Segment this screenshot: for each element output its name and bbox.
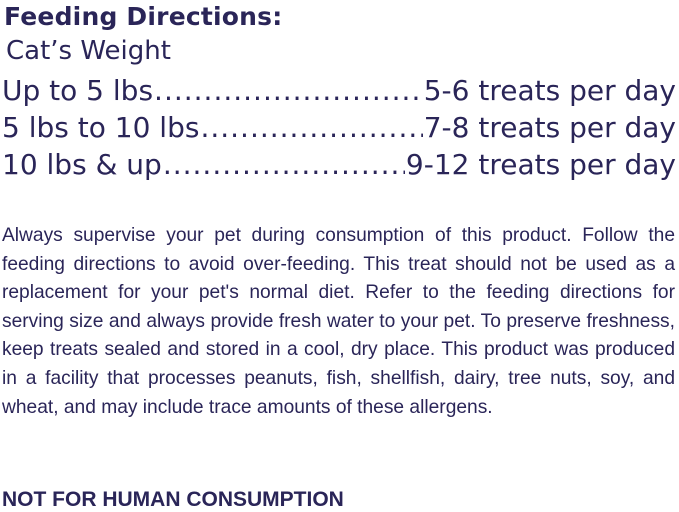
dot-leader — [200, 111, 422, 144]
feeding-table: Up to 5 lbs 5-6 treats per day 5 lbs to … — [2, 74, 676, 185]
weight-range: 10 lbs & up — [2, 148, 162, 181]
treat-amount: 7-8 treats per day — [423, 111, 676, 144]
safety-paragraph: Always supervise your pet during consump… — [2, 225, 675, 418]
weight-range: 5 lbs to 10 lbs — [2, 111, 200, 144]
feeding-row: Up to 5 lbs 5-6 treats per day — [2, 74, 676, 111]
dot-leader — [163, 148, 405, 181]
dot-leader — [154, 74, 423, 107]
cats-weight-label: Cat’s Weight — [6, 36, 171, 66]
weight-range: Up to 5 lbs — [2, 74, 154, 107]
warning-text: NOT FOR HUMAN CONSUMPTION — [2, 488, 344, 511]
feeding-row: 10 lbs & up 9-12 treats per day — [2, 148, 676, 185]
feeding-directions-heading: Feeding Directions: — [4, 2, 283, 31]
feeding-row: 5 lbs to 10 lbs 7-8 treats per day — [2, 111, 676, 148]
treat-amount: 5-6 treats per day — [423, 74, 676, 107]
treat-amount: 9-12 treats per day — [405, 148, 676, 181]
